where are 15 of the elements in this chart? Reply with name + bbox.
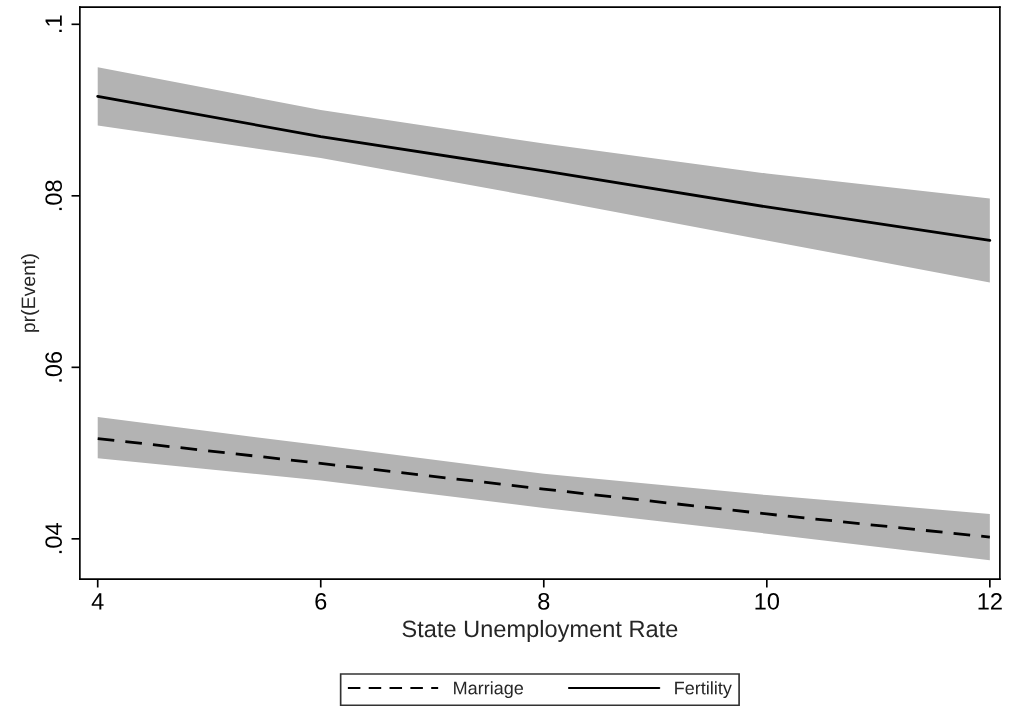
x-tick-label: 6 — [315, 592, 327, 610]
x-tick-label: 8 — [538, 592, 550, 610]
legend-label: Fertility — [675, 681, 732, 699]
x-tick-label: 12 — [978, 592, 1002, 610]
line-series — [96, 437, 992, 539]
y-tick-label: .1 — [45, 15, 62, 32]
legend-label: Marriage — [454, 681, 524, 699]
x-tick-label: 4 — [91, 593, 104, 610]
y-tick-label: .04 — [45, 523, 63, 554]
line-series — [96, 94, 992, 242]
x-tick-label: 10 — [755, 592, 780, 610]
y-tick-label: .08 — [45, 180, 63, 211]
y-axis-title: pr(Event) — [20, 254, 40, 332]
y-tick-label: .06 — [45, 351, 63, 382]
x-axis-title: State Unemployment Rate — [402, 619, 678, 642]
